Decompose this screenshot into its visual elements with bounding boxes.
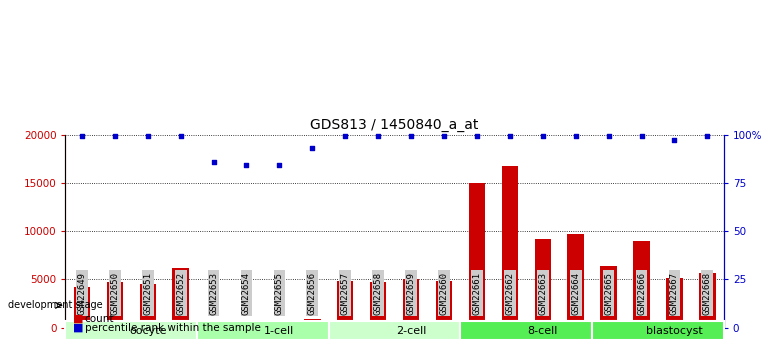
Text: GSM22667: GSM22667	[670, 272, 679, 315]
Text: GSM22666: GSM22666	[637, 272, 646, 315]
Title: GDS813 / 1450840_a_at: GDS813 / 1450840_a_at	[310, 118, 479, 132]
Text: GSM22649: GSM22649	[78, 272, 86, 315]
Bar	[534, 239, 551, 328]
Point	[75, 134, 88, 139]
Text: GSM22659: GSM22659	[407, 272, 416, 315]
Point	[175, 134, 187, 139]
Text: GSM22660: GSM22660	[440, 272, 448, 315]
Point	[372, 134, 384, 139]
Point	[405, 134, 417, 139]
Point	[470, 134, 483, 139]
Point	[207, 159, 219, 164]
Bar	[106, 282, 123, 328]
Point	[339, 134, 351, 139]
Text: GSM22662: GSM22662	[505, 272, 514, 315]
Text: GSM22653: GSM22653	[209, 272, 218, 315]
Bar	[460, 321, 592, 340]
Bar	[139, 284, 156, 328]
Bar	[633, 241, 650, 328]
Bar	[436, 282, 452, 328]
Text: GSM22668: GSM22668	[703, 272, 711, 315]
Text: development stage: development stage	[8, 300, 102, 310]
Bar	[666, 278, 683, 328]
Point	[602, 134, 614, 139]
Point	[504, 134, 516, 139]
Text: 8-cell: 8-cell	[527, 326, 558, 335]
Point	[273, 163, 286, 168]
Text: GSM22650: GSM22650	[110, 272, 119, 315]
Text: blastocyst: blastocyst	[646, 326, 703, 335]
Text: GSM22663: GSM22663	[538, 272, 547, 315]
Text: ■: ■	[73, 314, 84, 324]
Text: GSM22657: GSM22657	[341, 272, 350, 315]
Bar	[172, 268, 189, 328]
Point	[438, 134, 450, 139]
Bar	[699, 273, 715, 328]
Bar	[567, 234, 584, 328]
Point	[109, 134, 121, 139]
Bar	[197, 321, 329, 340]
Bar	[271, 325, 288, 328]
Bar	[337, 282, 353, 328]
Point	[306, 145, 319, 151]
Bar	[65, 321, 197, 340]
Text: 2-cell: 2-cell	[396, 326, 427, 335]
Point	[537, 134, 549, 139]
Text: count: count	[85, 314, 114, 324]
Point	[635, 134, 648, 139]
Point	[570, 134, 582, 139]
Bar	[329, 321, 460, 340]
Text: GSM22661: GSM22661	[473, 272, 481, 315]
Bar	[238, 325, 255, 328]
Point	[142, 134, 154, 139]
Bar	[601, 266, 617, 328]
Text: percentile rank within the sample: percentile rank within the sample	[85, 323, 260, 333]
Text: GSM22656: GSM22656	[308, 272, 316, 315]
Text: ■: ■	[73, 323, 84, 333]
Bar	[592, 321, 724, 340]
Bar	[304, 319, 320, 328]
Point	[240, 163, 253, 168]
Point	[668, 138, 681, 143]
Text: GSM22658: GSM22658	[373, 272, 383, 315]
Text: GSM22665: GSM22665	[604, 272, 613, 315]
Text: 1-cell: 1-cell	[264, 326, 295, 335]
Text: oocyte: oocyte	[129, 326, 166, 335]
Bar	[370, 282, 387, 328]
Point	[701, 134, 714, 139]
Bar	[501, 166, 518, 328]
Text: GSM22655: GSM22655	[275, 272, 284, 315]
Bar	[74, 287, 90, 328]
Text: GSM22652: GSM22652	[176, 272, 185, 315]
Bar	[206, 326, 222, 328]
Text: GSM22664: GSM22664	[571, 272, 580, 315]
Text: GSM22651: GSM22651	[143, 272, 152, 315]
Text: GSM22654: GSM22654	[242, 272, 251, 315]
Bar	[469, 183, 485, 328]
Bar	[403, 279, 420, 328]
